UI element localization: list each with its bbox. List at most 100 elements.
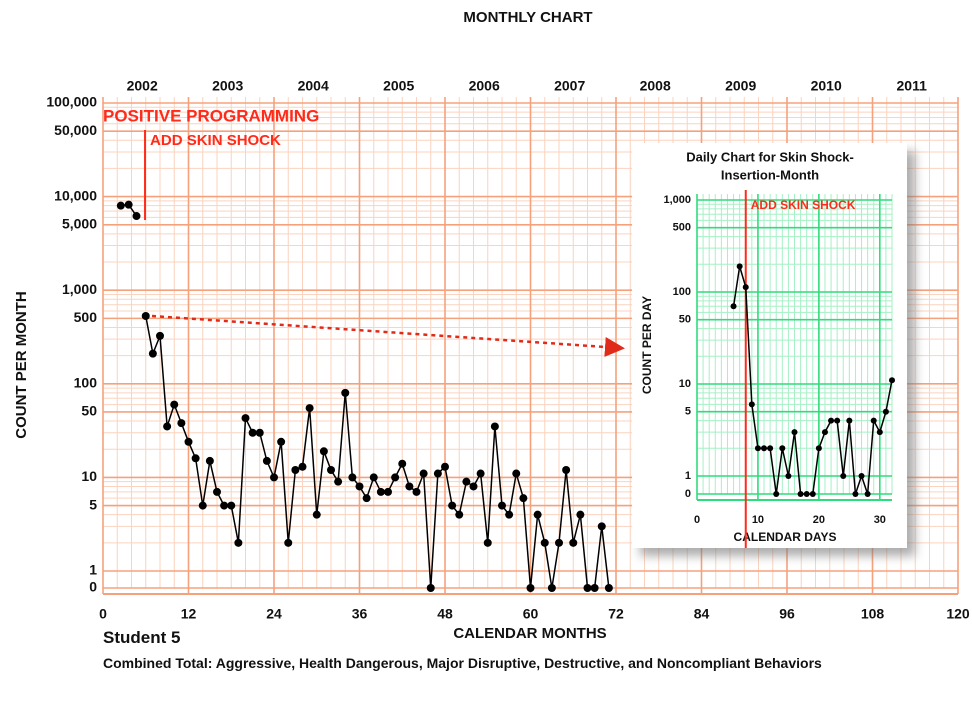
data-point (419, 469, 428, 478)
year-label: 2010 (811, 78, 842, 94)
data-point (170, 400, 179, 409)
data-point (248, 428, 257, 437)
data-point (234, 538, 243, 547)
data-point (448, 501, 457, 510)
x-tick-label: 36 (352, 606, 368, 622)
data-point (124, 200, 133, 209)
data-point (809, 491, 816, 497)
data-point (512, 469, 521, 478)
data-point (858, 473, 865, 479)
year-label: 2003 (212, 78, 243, 94)
data-point (882, 408, 889, 415)
data-point (355, 482, 364, 491)
chart-title: Insertion-Month (721, 167, 819, 182)
data-point (177, 419, 186, 428)
data-point (597, 522, 606, 531)
data-point (773, 491, 780, 497)
caption: Combined Total: Aggressive, Health Dange… (103, 655, 822, 671)
data-point (803, 491, 810, 497)
year-label: 2011 (897, 78, 928, 94)
data-point (779, 445, 786, 452)
data-point (785, 473, 792, 479)
data-point (754, 445, 761, 452)
chart-title: MONTHLY CHART (463, 9, 592, 26)
data-point (767, 445, 774, 452)
data-point (742, 284, 749, 291)
data-point (334, 477, 343, 486)
x-tick-label: 72 (608, 606, 624, 622)
year-label: 2004 (298, 78, 329, 94)
data-line (145, 315, 610, 589)
data-point (840, 473, 847, 479)
data-point (469, 482, 478, 491)
data-point (547, 584, 556, 592)
data-point (540, 538, 549, 547)
data-point (141, 312, 150, 321)
data-point (498, 501, 506, 510)
chart-title: Daily Chart for Skin Shock- (686, 149, 854, 164)
x-tick-label: 30 (874, 514, 886, 526)
y-tick-label: 100 (673, 286, 691, 298)
data-point (270, 473, 278, 482)
x-tick-label: 84 (694, 606, 710, 622)
x-tick-label: 60 (523, 606, 539, 622)
y-tick-label: 50 (81, 403, 97, 419)
data-point (519, 494, 528, 503)
data-point (815, 445, 822, 452)
y-tick-label: 0 (685, 488, 691, 500)
data-point (761, 445, 768, 452)
phase-label: POSITIVE PROGRAMMING (103, 106, 319, 125)
daily-chart: 0 1 5 10 50 100 500 1,000 0 10 20 30 Daily Chart for… (640, 149, 895, 548)
x-tick-label: 0 (694, 514, 700, 526)
data-point (405, 482, 414, 491)
y-tick-label: 0 (89, 579, 97, 595)
year-label: 2008 (640, 78, 671, 94)
student-label: Student 5 (103, 628, 181, 647)
data-point (369, 473, 378, 482)
data-point (191, 454, 200, 463)
data-point (348, 473, 357, 482)
data-point (730, 303, 737, 310)
x-tick-label: 20 (813, 514, 825, 526)
data-point (384, 487, 392, 496)
y-tick-label: 10,000 (54, 187, 97, 203)
data-point (284, 538, 293, 547)
data-point (526, 584, 535, 592)
x-axis-title: CALENDAR MONTHS (453, 625, 606, 642)
x-tick-label: 12 (181, 606, 197, 622)
y-axis-title: COUNT PER MONTH (13, 291, 30, 439)
data-point (533, 510, 542, 519)
data-point (319, 447, 328, 456)
data-point (305, 404, 314, 413)
x-axis-title: CALENDAR DAYS (734, 530, 837, 544)
data-point (736, 263, 743, 270)
connector-arrow (151, 314, 625, 357)
y-tick-label: 1,000 (663, 194, 691, 206)
y-tick-label: 5,000 (62, 215, 97, 231)
y-tick-label: 1,000 (62, 281, 97, 297)
data-point (889, 377, 895, 384)
data-point (441, 462, 449, 471)
data-point (205, 456, 214, 465)
data-point (227, 501, 236, 510)
x-tick-label: 120 (946, 606, 970, 622)
data-point (846, 417, 853, 424)
data-point (455, 510, 464, 519)
data-point (426, 584, 435, 592)
year-label: 2005 (383, 78, 414, 94)
data-point (163, 422, 172, 431)
data-point (255, 428, 264, 437)
data-point (483, 538, 492, 547)
data-point (576, 510, 585, 519)
y-tick-label: 100 (74, 375, 98, 391)
year-label: 2007 (554, 78, 585, 94)
data-point (220, 501, 229, 510)
data-point (791, 429, 798, 436)
data-point (569, 538, 578, 547)
data-point (462, 477, 471, 486)
data-point (132, 212, 141, 221)
data-point (241, 414, 250, 423)
y-tick-label: 500 (74, 309, 98, 325)
data-point (184, 437, 193, 446)
